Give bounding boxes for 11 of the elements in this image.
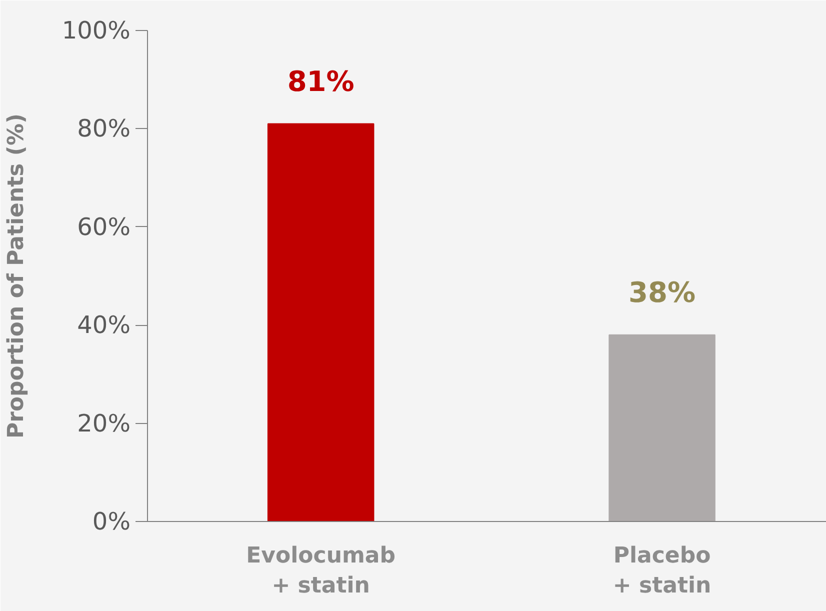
x-tick-label: Evolocumab + statin: [246, 544, 396, 598]
y-tick-label: 20%: [77, 409, 130, 438]
y-tick-label: 40%: [77, 311, 130, 340]
y-tick-label: 0%: [92, 508, 131, 536]
y-tick-label: 80%: [77, 114, 130, 143]
y-axis-title: Proportion of Patients (%): [4, 113, 29, 439]
y-tick-label: 60%: [77, 212, 130, 241]
data-label: 38%: [628, 276, 696, 309]
data-label: 81%: [287, 64, 354, 98]
y-tick-label: 100%: [62, 16, 131, 44]
x-tick-label: Placebo + statin: [612, 544, 712, 598]
